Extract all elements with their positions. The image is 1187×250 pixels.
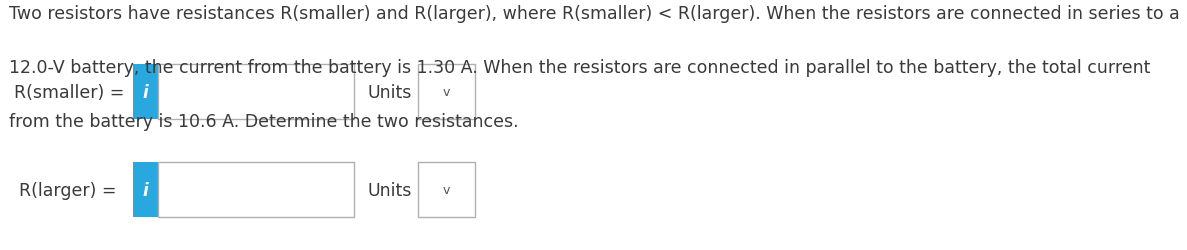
FancyBboxPatch shape xyxy=(418,65,475,120)
Text: 12.0-V battery, the current from the battery is 1.30 A. When the resistors are c: 12.0-V battery, the current from the bat… xyxy=(9,59,1151,77)
FancyBboxPatch shape xyxy=(133,65,158,120)
Text: R(smaller) =: R(smaller) = xyxy=(14,84,125,102)
FancyBboxPatch shape xyxy=(158,65,354,120)
Text: from the battery is 10.6 A. Determine the two resistances.: from the battery is 10.6 A. Determine th… xyxy=(9,112,519,130)
Text: Units: Units xyxy=(368,84,412,102)
Text: R(larger) =: R(larger) = xyxy=(19,181,116,199)
Text: Two resistors have resistances R(smaller) and R(larger), where R(smaller) < R(la: Two resistors have resistances R(smaller… xyxy=(9,5,1180,23)
Text: i: i xyxy=(142,181,148,199)
Text: v: v xyxy=(443,86,450,99)
Text: Units: Units xyxy=(368,181,412,199)
FancyBboxPatch shape xyxy=(133,162,158,218)
FancyBboxPatch shape xyxy=(418,162,475,218)
Text: i: i xyxy=(142,84,148,102)
Text: v: v xyxy=(443,184,450,196)
FancyBboxPatch shape xyxy=(158,162,354,218)
